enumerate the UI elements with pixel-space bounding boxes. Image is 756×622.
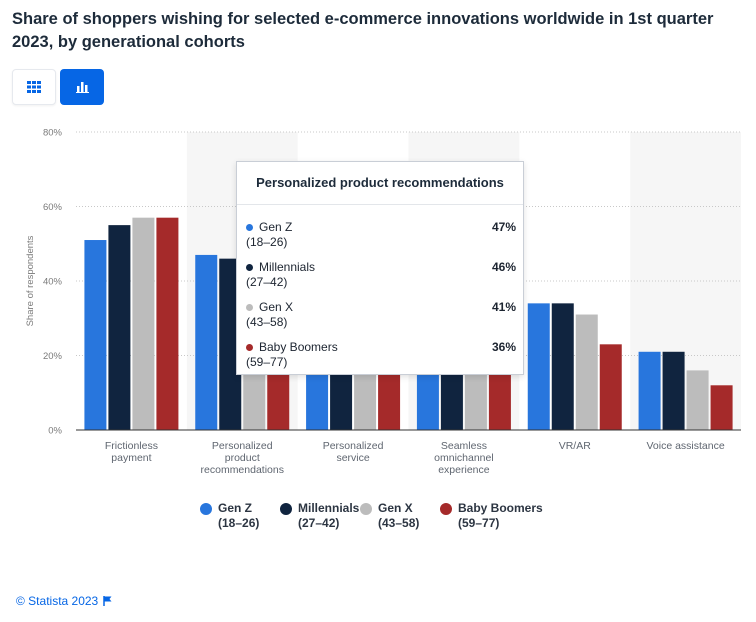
bar-baby-boomers [378,359,401,430]
tooltip-value: 47% [491,220,516,234]
grid-icon [27,81,41,93]
tooltip-name: Millennials [259,260,316,274]
statista-credit[interactable]: © Statista 2023 [16,594,112,608]
tooltip-name: Baby Boomers [259,340,338,354]
credit-text: © Statista 2023 [16,594,99,608]
tooltip-dot-baby-boomers [246,344,253,351]
legend-swatch [440,503,452,515]
tooltip-range: (18–26) [246,235,288,249]
legend-swatch [280,503,292,515]
bar-gen-x [464,359,487,430]
tooltip-row-baby-boomers: Baby Boomers (59–77) 36% [246,340,516,372]
legend-item-gen-z[interactable]: Gen Z (18–26) [200,501,266,531]
legend-label: Gen Z [218,501,253,515]
y-tick-label: 80% [43,128,63,139]
chart-view-button[interactable] [60,69,104,105]
bar-chart-icon [75,82,89,93]
y-axis-title: Share of respondents [25,235,36,326]
legend-range: (43–58) [378,516,420,530]
tooltip-dot-gen-x [246,304,253,311]
x-tick-label: Personalized product recommendations [201,440,284,476]
bar-gen-z [638,351,661,430]
y-tick-label: 60% [43,202,63,213]
legend-item-millennials[interactable]: Millennials (27–42) [280,501,359,531]
bar-gen-x [686,370,709,430]
bar-gen-z [195,254,218,430]
chart-legend: Gen Z (18–26) Millennials (27–42) Gen X (43… [200,501,550,531]
x-tick-label: Seamless omnichannel experience [434,440,494,476]
bar-millennials [440,359,463,430]
y-tick-label: 20% [43,351,63,362]
x-tick-label: VR/AR [559,440,592,452]
legend-label: Gen X [378,501,413,515]
bar-millennials [551,303,574,430]
legend-item-gen-x[interactable]: Gen X (43–58) [360,501,426,531]
chart-tooltip: Personalized product recommendations Gen… [236,161,524,375]
bar-millennials [662,351,685,430]
bar-millennials [219,258,242,430]
tooltip-name: Gen Z [259,220,293,234]
bar-baby-boomers [599,344,622,430]
legend-item-baby-boomers[interactable]: Baby Boomers (59–77) [440,501,550,531]
tooltip-row-gen-z: Gen Z (18–26) 47% [246,220,516,252]
bar-gen-x [354,359,377,430]
bar-gen-z [527,303,550,430]
bar-gen-x [575,314,598,430]
legend-swatch [200,503,212,515]
bar-gen-x [132,217,155,430]
tooltip-name: Gen X [259,300,294,314]
legend-label: Millennials [298,501,360,515]
tooltip-value: 41% [491,300,516,314]
flag-icon [103,596,112,606]
legend-range: (59–77) [458,516,500,530]
bar-baby-boomers [710,385,733,430]
x-tick-label: Personalized service [323,440,384,464]
tooltip-range: (59–77) [246,355,288,369]
bar-millennials [330,359,353,430]
bar-baby-boomers [488,359,511,430]
tooltip-row-gen-x: Gen X (43–58) 41% [246,300,516,332]
legend-range: (27–42) [298,516,340,530]
bar-gen-z [306,359,329,430]
bar-gen-z [416,359,439,430]
tooltip-value: 36% [491,340,516,354]
tooltip-range: (43–58) [246,315,288,329]
chart-title: Share of shoppers wishing for selected e… [12,10,714,51]
tooltip-range: (27–42) [246,275,288,289]
legend-swatch [360,503,372,515]
bar-gen-z [84,240,107,430]
tooltip-dot-gen-z [246,224,253,231]
view-toggle [12,69,104,105]
legend-range: (18–26) [218,516,260,530]
tooltip-row-millennials: Millennials (27–42) 46% [246,260,516,292]
bar-millennials [108,225,131,430]
table-view-button[interactable] [12,69,56,105]
legend-label: Baby Boomers [458,501,543,515]
tooltip-title: Personalized product recommendations [237,162,523,205]
y-tick-label: 0% [48,426,62,437]
x-tick-label: Voice assistance [646,440,724,452]
y-tick-label: 40% [43,277,63,288]
x-tick-label: Frictionless payment [105,440,158,464]
tooltip-value: 46% [491,260,516,274]
bar-baby-boomers [156,217,179,430]
tooltip-dot-millennials [246,264,253,271]
